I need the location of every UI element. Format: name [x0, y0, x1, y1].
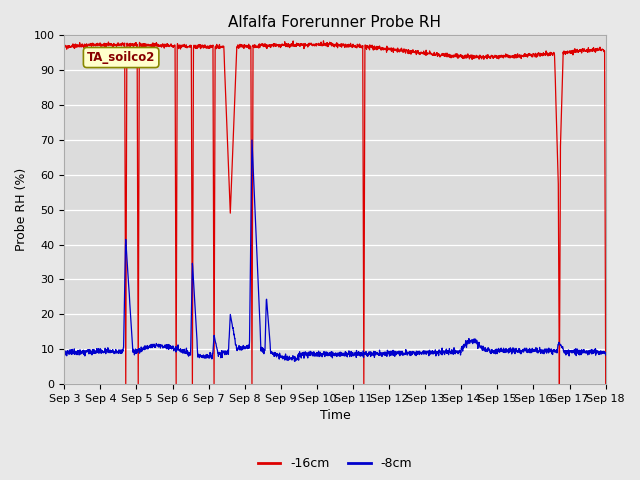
-8cm [60, 348, 68, 353]
-16cm [586, 47, 594, 53]
-16cm [587, 48, 595, 53]
-16cm [487, 53, 495, 59]
-16cm [310, 42, 317, 48]
Y-axis label: Probe RH (%): Probe RH (%) [15, 168, 28, 252]
-16cm [319, 38, 327, 44]
-8cm [602, 352, 609, 358]
-8cm [324, 352, 332, 358]
-16cm [88, 43, 96, 49]
-8cm [310, 353, 317, 359]
-16cm [122, 381, 129, 387]
Line: -8cm: -8cm [64, 140, 605, 361]
-8cm [88, 352, 96, 358]
-8cm [487, 349, 495, 355]
X-axis label: Time: Time [319, 409, 350, 422]
Title: Alfalfa Forerunner Probe RH: Alfalfa Forerunner Probe RH [228, 15, 442, 30]
Line: -16cm: -16cm [64, 41, 605, 384]
-16cm [602, 381, 609, 387]
-8cm [291, 358, 298, 364]
-8cm [587, 350, 595, 356]
-16cm [324, 41, 332, 47]
-8cm [248, 137, 256, 143]
Legend: -16cm, -8cm: -16cm, -8cm [253, 452, 417, 475]
Text: TA_soilco2: TA_soilco2 [87, 51, 156, 64]
-8cm [586, 347, 594, 353]
-16cm [60, 44, 68, 50]
